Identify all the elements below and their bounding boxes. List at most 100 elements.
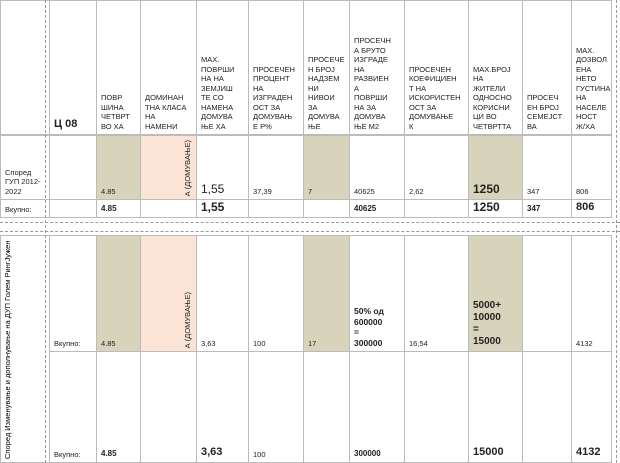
text: 4.85 [101,338,116,348]
text-line: ИСКОРИСТЕН [409,93,461,102]
text-line: НАСЕЛЕ [576,102,607,112]
table-cell: 37,39 [249,135,304,200]
text: 40625 [354,186,375,196]
text-line: ИЗГРАДЕН [253,93,293,102]
column-header: МАХ.БРОЈ НА ЖИТЕЛИ ОДНОСНО КОРИСНИ ЦИ ВО ЧЕТВР… [469,0,523,135]
text-line: НА [253,83,264,93]
text-line: ЧЕТВРТ [101,112,130,121]
text-line: НЕТО [576,74,597,83]
column-header: ДОМИНАН ТНА КЛАСА НА НАМЕНИ [141,0,197,135]
table-cell [523,352,572,463]
table-cell: 100 [249,352,304,463]
table-cell: 50% од 600000 = 300000 [350,235,405,352]
table-cell: 15000 [469,352,523,463]
text: 3,63 [201,446,223,458]
table-cell: Вкупно: [0,200,50,218]
text: 1,55 [201,182,225,196]
text-line: НАМЕНИ [145,121,178,131]
text-line: Според [5,167,32,177]
text-line: ПРОСЕЧЕН [409,64,451,74]
table-cell: 4.85 [97,135,141,200]
table-cell: А (ДОМУВАЊЕ) [141,135,197,200]
text: 4.85 [101,204,117,213]
table-cell: 806 [572,200,612,218]
text-line: Н БРОЈ [308,64,335,74]
table-cell: 806 [572,135,612,200]
text: 37,39 [253,186,272,196]
table-cell [304,352,350,463]
text: 300000 [354,449,381,458]
text-line: ШИНА [101,102,124,112]
text: 100 [253,338,266,348]
table-cell: 3,63 [197,235,249,352]
text-line: 15000 [473,336,501,347]
text-line: ДОЗВОЛ [576,55,607,64]
table-cell [50,135,97,200]
text: 4.85 [101,186,116,196]
text-line: МАХ. [576,45,595,55]
text: 15000 [473,446,504,458]
text: Вкупно: [5,204,32,214]
dashed-line [0,231,620,232]
table-cell [249,200,304,218]
text-line: ЧЕТВРТТА [473,121,512,131]
dashed-line [0,222,620,223]
text-line: МАХ. [201,55,220,64]
table-cell: 40625 [350,200,405,218]
table-cell: 16,54 [405,235,469,352]
text-line: НА [354,64,365,74]
text: 806 [576,186,589,196]
text-line: 600000 [354,316,383,327]
table-cell: 100 [249,235,304,352]
rotated-text: А (ДОМУВАЊЕ) [183,291,192,348]
table-cell: Според ГУП 2012- 2022 [0,135,50,200]
text-line: А БРУТО [354,45,386,55]
text-line: ГУСТИНА [576,83,611,93]
text-line: ТЕ СО [201,93,224,102]
column-header: ПРОСЕЧ ЕН БРОЈ СЕМЕЈСТ ВА [523,0,572,135]
text-line: ЖИТЕЛИ [473,83,506,93]
table-cell: 4.85 [97,200,141,218]
text-line: 10000 [473,312,501,323]
table-cell: 4.85 [97,235,141,352]
text: Вкупно: [54,338,81,348]
text-line: Т НА [409,83,427,93]
column-header: ПРОСЕЧЕН КОЕФИЦИЕН Т НА ИСКОРИСТЕН ОСТ ЗА ДОМ… [405,0,469,135]
text-line: ПОВРШИ [201,64,235,74]
text-line: Ж/ХА [576,121,596,131]
table-cell: 4.85 [97,352,141,463]
text-line: ДОМУВА [308,112,340,121]
text-line: МАХ.БРОЈ [473,64,511,74]
column-header: ПОВР ШИНА ЧЕТВРТ ВО ХА [97,0,141,135]
text-line: НА [576,93,587,102]
text-line: ГУП 2012- [5,177,41,186]
text: 16,54 [409,338,428,348]
text-line: ИЗГРАДЕ [354,55,388,64]
text-line: ДОМУВАЊ [253,112,293,121]
table-cell: 1,55 [197,135,249,200]
text: 4132 [576,446,601,458]
text-line: ПОВР [101,93,123,102]
text-line: ПОВРШИ [354,93,388,102]
table-cell: 2,62 [405,135,469,200]
text-line: К [409,121,414,131]
text-line: НА НА [201,74,224,83]
table-cell: 4132 [572,352,612,463]
text-line: ЦИ ВО [473,112,497,121]
column-header: ПРОСЕЧЕН ПРОЦЕНТ НА ИЗГРАДЕН ОСТ ЗА ДОМУВАЊ Е … [249,0,304,135]
text-line: КОРИСНИ [473,102,510,112]
table-cell: 1,55 [197,200,249,218]
text-line: НОСТ [576,112,597,121]
text-line: ДОМУВАЊЕ [409,112,454,121]
text-line: 2022 [5,186,22,196]
table-cell: 4132 [572,235,612,352]
text-line: ЊЕ [308,121,321,131]
table-cell: 17 [304,235,350,352]
text-line: ТНА КЛАСА [145,102,187,112]
text: Вкупно: [54,449,81,459]
table-cell: 347 [523,200,572,218]
text-line: 300000 [354,337,383,348]
text-line: НА [473,74,484,83]
code-header: Ц 08 [50,0,97,135]
text-line: НАДЗЕМ [308,74,340,83]
